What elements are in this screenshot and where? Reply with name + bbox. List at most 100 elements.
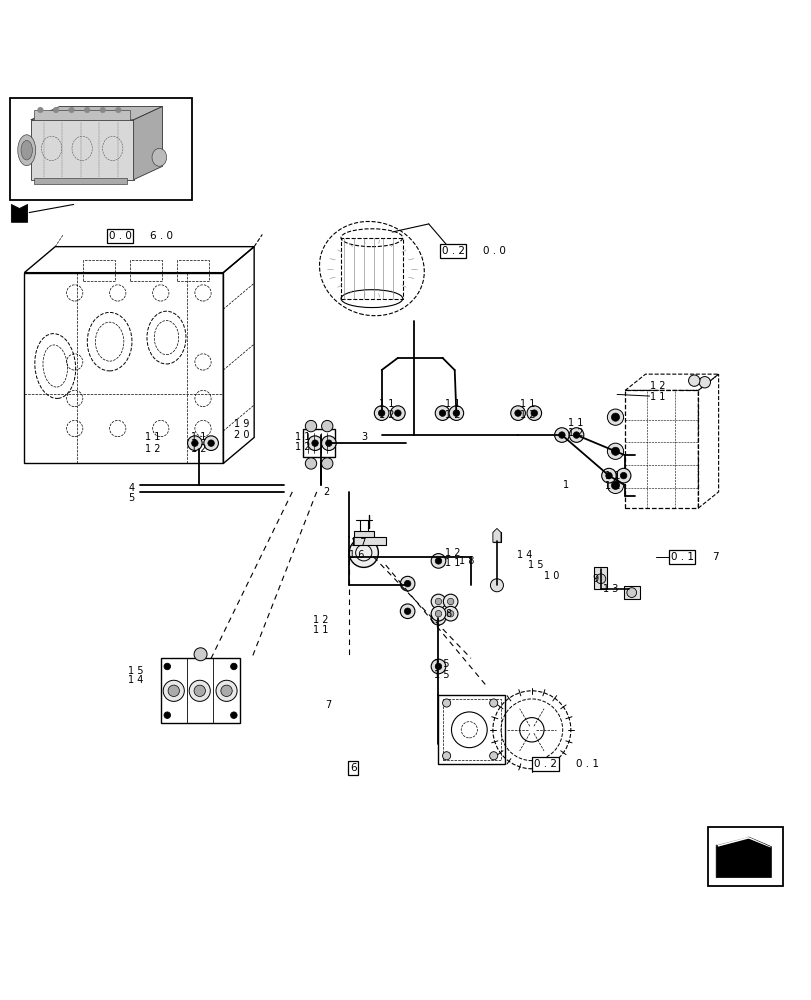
Circle shape bbox=[626, 588, 636, 597]
Circle shape bbox=[378, 410, 384, 416]
Circle shape bbox=[435, 406, 449, 420]
Circle shape bbox=[601, 468, 616, 483]
Text: 1 2: 1 2 bbox=[604, 481, 620, 491]
Circle shape bbox=[194, 685, 205, 697]
Circle shape bbox=[307, 436, 322, 450]
Circle shape bbox=[569, 428, 583, 442]
Circle shape bbox=[404, 608, 410, 614]
Circle shape bbox=[431, 659, 445, 674]
Circle shape bbox=[620, 472, 626, 479]
Bar bbox=[303, 429, 335, 457]
Circle shape bbox=[435, 614, 441, 621]
Bar bbox=[130, 260, 162, 281]
Circle shape bbox=[688, 375, 699, 386]
Circle shape bbox=[325, 440, 332, 446]
Text: 1 4: 1 4 bbox=[517, 550, 532, 560]
Circle shape bbox=[84, 107, 90, 113]
Circle shape bbox=[443, 594, 457, 609]
Text: 7: 7 bbox=[711, 552, 718, 562]
Text: 1 4: 1 4 bbox=[128, 675, 144, 685]
Circle shape bbox=[558, 432, 564, 438]
Circle shape bbox=[698, 377, 710, 388]
Bar bbox=[83, 260, 115, 281]
Ellipse shape bbox=[152, 148, 166, 166]
Text: 1 1: 1 1 bbox=[191, 432, 206, 442]
Circle shape bbox=[526, 406, 541, 420]
Circle shape bbox=[489, 752, 497, 760]
Text: 1 2: 1 2 bbox=[191, 444, 206, 454]
Text: 9: 9 bbox=[592, 574, 599, 584]
Circle shape bbox=[191, 440, 198, 446]
Circle shape bbox=[400, 576, 414, 591]
Bar bbox=[594, 567, 607, 589]
Text: 6: 6 bbox=[350, 763, 356, 773]
Polygon shape bbox=[34, 178, 127, 184]
Circle shape bbox=[115, 107, 121, 113]
Text: 6 . 0: 6 . 0 bbox=[150, 231, 173, 241]
Polygon shape bbox=[715, 837, 770, 878]
Bar bbox=[492, 532, 500, 542]
Circle shape bbox=[443, 606, 457, 621]
Circle shape bbox=[489, 699, 497, 707]
Circle shape bbox=[573, 432, 579, 438]
Circle shape bbox=[390, 406, 405, 420]
Circle shape bbox=[164, 663, 170, 670]
Bar bbox=[442, 699, 500, 760]
Text: 2 0: 2 0 bbox=[234, 430, 249, 440]
Text: 1 2: 1 2 bbox=[444, 548, 460, 558]
Bar bbox=[177, 260, 209, 281]
Text: 1 7: 1 7 bbox=[350, 538, 366, 548]
Polygon shape bbox=[31, 120, 134, 180]
Circle shape bbox=[607, 443, 623, 459]
Circle shape bbox=[321, 436, 336, 450]
Bar bbox=[438, 695, 504, 764]
Circle shape bbox=[230, 663, 237, 670]
Text: 1 2: 1 2 bbox=[444, 410, 460, 420]
Text: 1 2: 1 2 bbox=[379, 410, 394, 420]
Text: 1 6: 1 6 bbox=[349, 550, 364, 560]
Text: 1 2: 1 2 bbox=[294, 442, 310, 452]
Circle shape bbox=[611, 413, 619, 421]
Text: 8: 8 bbox=[444, 609, 451, 619]
Circle shape bbox=[321, 458, 333, 469]
Circle shape bbox=[311, 440, 318, 446]
Ellipse shape bbox=[21, 140, 32, 160]
Text: 0 . 1: 0 . 1 bbox=[575, 759, 598, 769]
Circle shape bbox=[164, 712, 170, 718]
Text: 1 1: 1 1 bbox=[294, 432, 310, 442]
Circle shape bbox=[605, 472, 611, 479]
Polygon shape bbox=[11, 204, 28, 222]
Text: 1 2: 1 2 bbox=[649, 381, 664, 391]
Circle shape bbox=[607, 477, 623, 494]
Text: 1 1: 1 1 bbox=[568, 418, 583, 428]
Circle shape bbox=[431, 554, 445, 568]
Text: 1 1: 1 1 bbox=[144, 432, 160, 442]
Circle shape bbox=[305, 420, 316, 432]
Circle shape bbox=[69, 107, 75, 113]
Bar bbox=[341, 238, 402, 299]
Polygon shape bbox=[134, 106, 162, 180]
Circle shape bbox=[435, 598, 441, 605]
Circle shape bbox=[349, 538, 378, 567]
Circle shape bbox=[490, 579, 503, 592]
Text: 1 3: 1 3 bbox=[602, 584, 617, 594]
Bar bbox=[10, 98, 192, 200]
Text: 0 . 1: 0 . 1 bbox=[670, 552, 693, 562]
Text: 1 2: 1 2 bbox=[568, 428, 583, 438]
Circle shape bbox=[204, 436, 218, 450]
Circle shape bbox=[435, 610, 441, 617]
Circle shape bbox=[321, 420, 333, 432]
Text: 1 1: 1 1 bbox=[444, 399, 460, 409]
Text: 1 2: 1 2 bbox=[144, 444, 160, 454]
Bar bbox=[624, 390, 697, 508]
Text: 3: 3 bbox=[361, 432, 367, 442]
Circle shape bbox=[216, 680, 237, 701]
Text: 1 2: 1 2 bbox=[312, 615, 328, 625]
Text: 1 1: 1 1 bbox=[379, 399, 394, 409]
Circle shape bbox=[616, 468, 630, 483]
Text: 1 1: 1 1 bbox=[444, 558, 460, 568]
Bar bbox=[707, 827, 782, 886]
Circle shape bbox=[514, 410, 521, 416]
Circle shape bbox=[611, 447, 619, 455]
Text: 1 1: 1 1 bbox=[649, 392, 664, 402]
